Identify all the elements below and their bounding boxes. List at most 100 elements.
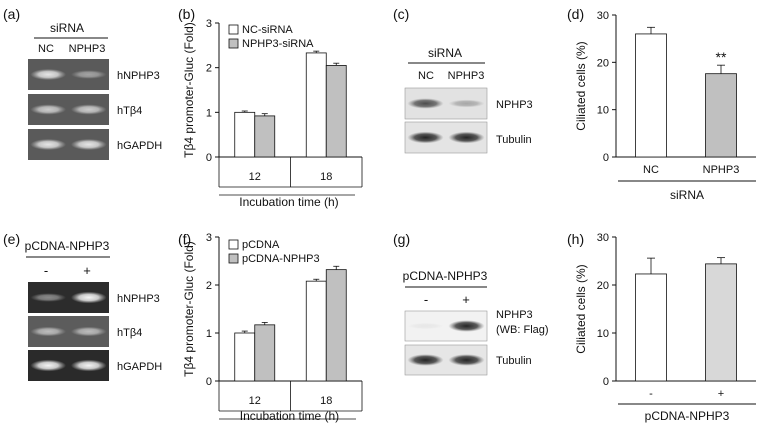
panel-b-legend-swatch-1 <box>228 38 239 49</box>
panel-a-band-1-0 <box>30 104 67 115</box>
panel-c-row-label-0: NPHP3 <box>496 99 533 111</box>
panel-f-y-tick-label-1: 1 <box>206 328 212 340</box>
panel-b-bar-0-1 <box>305 52 327 158</box>
panel-b-y-tick-label-1: 1 <box>206 107 212 119</box>
panel-c: (c) siRNA NC NPHP3 NPHP3 Tubulin <box>393 6 533 154</box>
panel-d-x-label: siRNA <box>670 188 704 202</box>
panel-a-row-label-0: hNPHP3 <box>117 70 160 82</box>
panel-d-x-tick-label-0: NC <box>643 164 659 176</box>
panel-e-band-2-0 <box>30 359 67 372</box>
panel-e-group-label: pCDNA-NPHP3 <box>25 239 110 253</box>
panel-c-band-1-1 <box>448 131 485 144</box>
panel-h-y-tick-label-2: 20 <box>597 280 609 292</box>
panel-e-band-1-0 <box>30 326 67 337</box>
panel-b-y-label: Tβ4 promoter-Gluc (Fold) <box>182 22 196 158</box>
panel-e-band-2-1 <box>70 359 107 372</box>
panel-c-band-0-1 <box>448 99 485 108</box>
panel-a-row-label-2: hGAPDH <box>117 140 162 152</box>
panel-b-legend-swatch-0 <box>228 24 239 35</box>
panel-f-y-tick-label-0: 0 <box>206 376 212 388</box>
panel-b-bar-0-0 <box>234 111 256 158</box>
panel-a-band-2-0 <box>30 138 67 151</box>
panel-c-lane-label-0: NC <box>418 70 434 82</box>
panel-h-y-tick-label-1: 10 <box>597 328 609 340</box>
panel-f-x-label: Incubation time (h) <box>240 409 339 423</box>
panel-b-legend-label-1: NPHP3-siRNA <box>242 38 314 50</box>
panel-d-y-tick-label-1: 10 <box>597 105 609 117</box>
panel-f-y-label: Tβ4 promoter-Gluc (Fold) <box>182 241 196 377</box>
panel-a-lane-label-0: NC <box>38 43 54 55</box>
panel-d-y-tick-label-0: 0 <box>603 152 609 164</box>
panel-h-y-tick-label-3: 30 <box>597 232 609 244</box>
panel-c-letter: (c) <box>393 6 409 22</box>
panel-h-x-tick-label-0: - <box>649 388 653 400</box>
panel-g-row-label-1: Tubulin <box>496 355 532 367</box>
panel-b-bar-1-0 <box>254 115 276 158</box>
panel-a: (a) siRNA NC NPHP3 hNPHP3 hTβ4 hGAPDH <box>3 6 162 160</box>
panel-c-group-label: siRNA <box>428 46 462 60</box>
panel-e-band-0-0 <box>30 293 67 302</box>
panel-e-lane-label-0: - <box>44 263 48 278</box>
panel-e-letter: (e) <box>3 231 20 247</box>
panel-b-legend-label-0: NC-siRNA <box>242 24 293 36</box>
panel-e-row-label-1: hTβ4 <box>117 327 142 339</box>
panel-a-letter: (a) <box>3 6 20 22</box>
panel-e-row-label-2: hGAPDH <box>117 361 162 373</box>
panel-e-band-0-1 <box>70 291 107 304</box>
panel-e-row-label-0: hNPHP3 <box>117 293 160 305</box>
panel-a-band-0-0 <box>30 68 67 81</box>
panel-a-row-label-1: hTβ4 <box>117 105 142 117</box>
panel-b-y-tick-label-0: 0 <box>206 152 212 164</box>
panel-e-band-1-1 <box>70 326 107 337</box>
panel-g-letter: (g) <box>393 231 410 247</box>
panel-h-y-label: Ciliated cells (%) <box>574 264 588 353</box>
panel-h-x-tick-label-1: + <box>718 388 724 400</box>
panel-b-y-tick-label-3: 3 <box>206 18 212 30</box>
panel-h-letter: (h) <box>567 231 584 247</box>
panel-f-x-tick-label-0: 12 <box>249 395 261 407</box>
panel-g-band-1-1 <box>448 354 485 366</box>
panel-f-x-tick-label-1: 18 <box>320 395 332 407</box>
panel-h-bar-0 <box>635 273 667 382</box>
panel-d-y-tick-label-3: 30 <box>597 10 609 22</box>
panel-g-band-0-1 <box>448 320 485 332</box>
panel-g-row-label-0: NPHP3 <box>496 309 533 321</box>
panel-f-bar-0-0 <box>234 332 256 382</box>
panel-a-band-2-1 <box>70 138 107 151</box>
panel-b-x-tick-label-0: 12 <box>249 171 261 183</box>
panel-f-letter: (f) <box>178 231 191 247</box>
panel-c-lane-label-1: NPHP3 <box>448 70 485 82</box>
panel-c-band-1-0 <box>407 131 444 144</box>
panel-f-bar-1-0 <box>254 324 276 382</box>
panel-b-bar-1-1 <box>325 65 347 158</box>
panel-h: (h) 0 10 20 30 Ciliated cells (%) - + pCDNA-NPH… <box>567 231 756 423</box>
panel-f-bar-1-1 <box>325 269 347 382</box>
panel-e-lane-label-1: + <box>83 263 91 278</box>
panel-b-letter: (b) <box>178 6 195 22</box>
panel-d-y-tick-label-2: 20 <box>597 57 609 69</box>
panel-b-x-label: Incubation time (h) <box>239 195 338 209</box>
panel-e: (e) pCDNA-NPHP3 - + hNPHP3 hTβ4 hGAPDH <box>3 231 162 381</box>
panel-g-group-label: pCDNA-NPHP3 <box>403 269 488 283</box>
panel-c-row-label-1: Tubulin <box>496 134 532 146</box>
panel-f-y-tick-label-2: 2 <box>206 280 212 292</box>
panel-g-band-0-0 <box>407 322 444 330</box>
panel-g-band-1-0 <box>407 354 444 366</box>
panel-g-lane-label-0: - <box>424 292 428 307</box>
panel-d-bar-1 <box>705 73 737 158</box>
panel-d-annotation-1: ** <box>716 49 727 65</box>
panel-h-y-tick-label-0: 0 <box>603 376 609 388</box>
panel-a-lane-label-1: NPHP3 <box>69 43 106 55</box>
panel-g: (g) pCDNA-NPHP3 - + NPHP3 (WB: Flag) Tub… <box>393 231 549 376</box>
panel-f-legend-swatch-0 <box>228 239 239 250</box>
panel-f-legend-label-1: pCDNA-NPHP3 <box>242 253 320 265</box>
panel-h-bar-1 <box>705 263 737 382</box>
panel-d-y-label: Ciliated cells (%) <box>574 41 588 130</box>
panel-f-bar-0-1 <box>305 280 327 382</box>
panel-d: (d) 0 10 20 30 Ciliated cells (%) NC ** NPHP3 si… <box>567 6 756 202</box>
panel-d-x-tick-label-1: NPHP3 <box>703 164 740 176</box>
panel-b-x-tick-label-1: 18 <box>320 171 332 183</box>
